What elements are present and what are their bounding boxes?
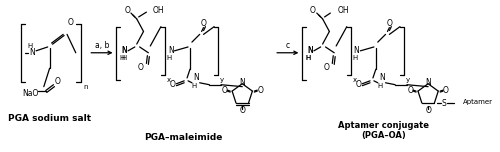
Text: x: x xyxy=(352,77,356,83)
Text: O: O xyxy=(386,19,392,28)
Text: O: O xyxy=(257,86,263,95)
Text: O: O xyxy=(68,18,74,27)
Text: c: c xyxy=(286,41,290,50)
Text: n: n xyxy=(84,84,88,90)
Text: O: O xyxy=(356,80,362,89)
Text: O: O xyxy=(310,6,316,15)
Text: O: O xyxy=(240,106,245,115)
Text: N: N xyxy=(307,46,313,55)
Text: H: H xyxy=(306,55,310,61)
Text: a, b: a, b xyxy=(94,41,109,50)
Text: O: O xyxy=(324,63,330,72)
Text: N: N xyxy=(379,73,384,82)
Text: O: O xyxy=(200,19,206,28)
Text: OH: OH xyxy=(152,6,164,15)
Text: O: O xyxy=(443,86,449,95)
Text: O: O xyxy=(54,77,60,86)
Text: PGA–maleimide: PGA–maleimide xyxy=(144,133,222,142)
Text: Aptamer conjugate
(PGA–OA): Aptamer conjugate (PGA–OA) xyxy=(338,121,429,140)
Text: O: O xyxy=(408,86,413,95)
Text: N: N xyxy=(193,73,198,82)
Text: N: N xyxy=(307,46,313,55)
Text: N: N xyxy=(425,78,431,87)
Text: y: y xyxy=(406,77,410,83)
Text: N: N xyxy=(122,46,127,55)
Text: H: H xyxy=(28,43,33,49)
Text: N: N xyxy=(168,46,173,55)
Text: N: N xyxy=(30,48,35,57)
Text: O: O xyxy=(425,106,431,115)
Text: H: H xyxy=(166,55,172,61)
Text: NaO: NaO xyxy=(22,89,38,98)
Text: H: H xyxy=(306,55,310,61)
Text: OH: OH xyxy=(338,6,349,15)
Text: O: O xyxy=(222,86,228,95)
Text: PGA sodium salt: PGA sodium salt xyxy=(8,114,91,123)
Text: N: N xyxy=(122,46,127,55)
Text: H: H xyxy=(120,55,125,61)
Text: O: O xyxy=(138,63,143,72)
Text: N: N xyxy=(240,78,245,87)
Text: y: y xyxy=(220,77,224,83)
Text: Aptamer: Aptamer xyxy=(464,99,494,105)
Text: H: H xyxy=(122,55,127,61)
Text: H: H xyxy=(191,83,196,89)
Text: H: H xyxy=(352,55,357,61)
Text: S: S xyxy=(442,98,446,107)
Text: N: N xyxy=(354,46,360,55)
Text: O: O xyxy=(124,6,130,15)
Text: H: H xyxy=(377,83,382,89)
Text: x: x xyxy=(167,77,171,83)
Text: O: O xyxy=(170,80,175,89)
